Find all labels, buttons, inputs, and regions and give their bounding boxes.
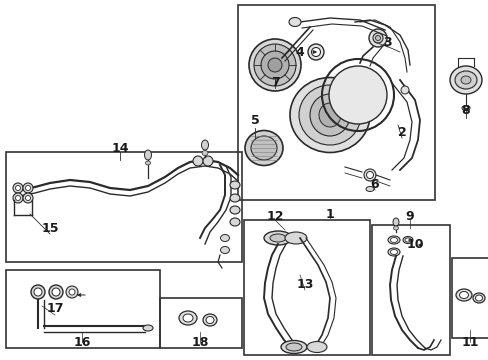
Ellipse shape <box>253 44 295 86</box>
Ellipse shape <box>25 195 30 201</box>
Ellipse shape <box>250 136 276 160</box>
Ellipse shape <box>203 156 213 166</box>
Ellipse shape <box>229 181 240 189</box>
Text: 14: 14 <box>111 141 128 154</box>
Ellipse shape <box>142 325 153 331</box>
Ellipse shape <box>449 66 481 94</box>
Ellipse shape <box>307 44 324 60</box>
Ellipse shape <box>49 285 63 299</box>
Ellipse shape <box>400 86 408 94</box>
Ellipse shape <box>261 51 288 79</box>
Text: 5: 5 <box>250 113 259 126</box>
Ellipse shape <box>366 171 373 179</box>
Ellipse shape <box>220 247 229 253</box>
Text: 16: 16 <box>73 336 90 348</box>
Ellipse shape <box>229 194 240 202</box>
Ellipse shape <box>52 288 60 296</box>
Text: 10: 10 <box>406 238 423 252</box>
Ellipse shape <box>474 295 482 301</box>
Ellipse shape <box>390 249 397 255</box>
Ellipse shape <box>23 183 33 193</box>
Ellipse shape <box>404 238 410 242</box>
Ellipse shape <box>201 140 208 150</box>
Ellipse shape <box>289 77 369 153</box>
Ellipse shape <box>461 105 469 111</box>
Ellipse shape <box>309 94 349 136</box>
Ellipse shape <box>390 238 397 243</box>
Ellipse shape <box>285 343 302 351</box>
Ellipse shape <box>306 342 326 352</box>
Ellipse shape <box>264 231 291 245</box>
Ellipse shape <box>145 161 150 165</box>
Text: 2: 2 <box>397 126 406 139</box>
Ellipse shape <box>454 71 476 89</box>
Text: 1: 1 <box>325 208 334 221</box>
Ellipse shape <box>220 234 229 242</box>
Ellipse shape <box>365 186 373 192</box>
Ellipse shape <box>229 218 240 226</box>
Ellipse shape <box>393 226 398 230</box>
Ellipse shape <box>472 293 484 303</box>
Text: 4: 4 <box>295 45 304 58</box>
Ellipse shape <box>16 185 20 190</box>
Ellipse shape <box>267 58 282 72</box>
Ellipse shape <box>205 316 214 324</box>
Ellipse shape <box>23 193 33 203</box>
Ellipse shape <box>387 236 399 244</box>
Text: 17: 17 <box>46 302 63 315</box>
Ellipse shape <box>402 237 412 243</box>
Bar <box>451 258 488 338</box>
Ellipse shape <box>375 36 380 40</box>
Ellipse shape <box>25 185 30 190</box>
Ellipse shape <box>372 33 382 43</box>
Text: 6: 6 <box>370 179 379 192</box>
Ellipse shape <box>202 150 207 156</box>
Text: 18: 18 <box>191 336 208 348</box>
Bar <box>6 152 242 262</box>
Ellipse shape <box>69 289 75 295</box>
Text: 13: 13 <box>296 279 313 292</box>
Ellipse shape <box>288 18 301 27</box>
Ellipse shape <box>368 29 386 47</box>
Ellipse shape <box>248 39 301 91</box>
Ellipse shape <box>363 169 375 181</box>
Ellipse shape <box>144 150 151 160</box>
Bar <box>371 225 449 355</box>
Text: 7: 7 <box>270 76 279 89</box>
Bar <box>244 220 369 355</box>
Ellipse shape <box>455 289 471 301</box>
Ellipse shape <box>183 314 193 322</box>
Ellipse shape <box>203 314 217 326</box>
Ellipse shape <box>459 292 468 298</box>
Ellipse shape <box>31 285 45 299</box>
Ellipse shape <box>460 76 470 84</box>
Ellipse shape <box>179 311 197 325</box>
Text: 15: 15 <box>41 221 59 234</box>
Ellipse shape <box>318 103 340 127</box>
Text: 12: 12 <box>265 211 283 224</box>
Bar <box>160 298 242 348</box>
Ellipse shape <box>298 85 360 145</box>
Ellipse shape <box>66 286 78 298</box>
Ellipse shape <box>34 288 42 296</box>
Ellipse shape <box>285 232 306 244</box>
Ellipse shape <box>387 248 399 256</box>
Ellipse shape <box>16 195 20 201</box>
Ellipse shape <box>311 48 320 57</box>
Ellipse shape <box>328 66 386 124</box>
Ellipse shape <box>193 156 203 166</box>
Bar <box>238 5 434 200</box>
Text: 3: 3 <box>383 36 391 49</box>
Bar <box>6 270 160 348</box>
Text: 8: 8 <box>461 104 469 117</box>
Text: 11: 11 <box>460 336 478 348</box>
Ellipse shape <box>229 206 240 214</box>
Ellipse shape <box>269 234 285 242</box>
Ellipse shape <box>244 130 283 166</box>
Ellipse shape <box>281 341 306 354</box>
Ellipse shape <box>13 183 23 193</box>
Ellipse shape <box>13 193 23 203</box>
Ellipse shape <box>392 218 398 226</box>
Text: 9: 9 <box>405 211 413 224</box>
